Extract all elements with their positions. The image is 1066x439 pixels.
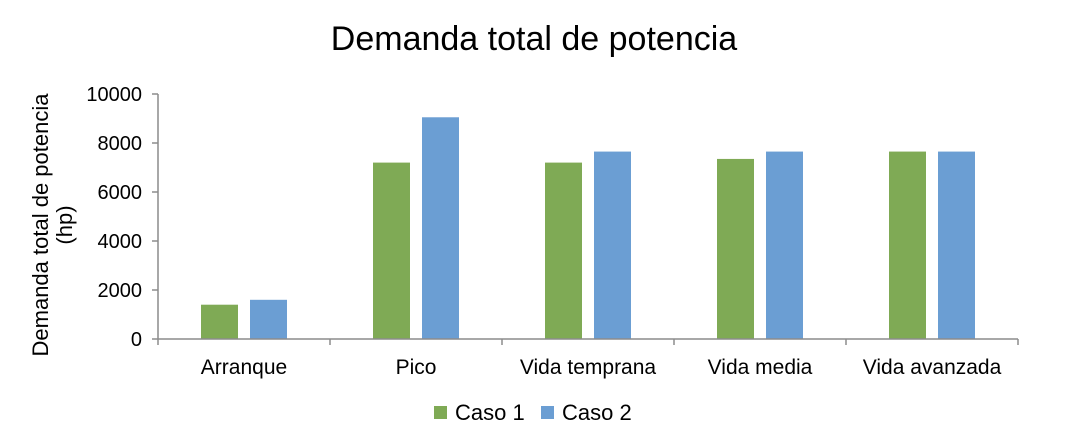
chart-title: Demanda total de potencia xyxy=(331,20,737,58)
bars xyxy=(201,117,975,340)
bar-2 xyxy=(250,299,287,339)
y-tick-label: 8000 xyxy=(98,133,143,155)
bar-1 xyxy=(545,162,582,339)
legend: Caso 1 Caso 2 xyxy=(434,400,632,425)
y-tick-label: 6000 xyxy=(98,182,143,204)
bar-1 xyxy=(889,151,926,339)
y-axis-label: Demanda total de potencia (hp) xyxy=(28,93,77,357)
x-category-label: Vida media xyxy=(708,356,813,379)
x-category-label: Arranque xyxy=(201,356,287,379)
bar-2 xyxy=(766,151,803,339)
y-axis: 0 2000 4000 6000 8000 10000 xyxy=(86,84,159,351)
y-tick-label: 10000 xyxy=(86,84,142,106)
x-category-label: Vida temprana xyxy=(520,356,657,379)
y-tick-label: 2000 xyxy=(98,280,143,302)
legend-swatch xyxy=(434,406,447,419)
legend-swatch xyxy=(541,406,554,419)
y-tick-label: 0 xyxy=(131,329,142,351)
y-axis-label-line-2: (hp) xyxy=(52,205,77,244)
bar-2 xyxy=(422,117,459,340)
legend-label: Caso 2 xyxy=(562,400,632,425)
bar-1 xyxy=(373,162,410,339)
y-axis-label-line-1: Demanda total de potencia xyxy=(28,93,53,357)
y-tick-label: 4000 xyxy=(98,231,143,253)
x-category-label: Vida avanzada xyxy=(863,356,1002,379)
bar-2 xyxy=(594,151,631,339)
x-axis: Arranque Pico Vida temprana Vida media Vida … xyxy=(157,338,1019,379)
x-category-label: Pico xyxy=(396,356,437,379)
bar-1 xyxy=(201,304,238,339)
bar-1 xyxy=(717,158,754,339)
legend-label: Caso 1 xyxy=(455,400,525,425)
bar-2 xyxy=(938,151,975,339)
